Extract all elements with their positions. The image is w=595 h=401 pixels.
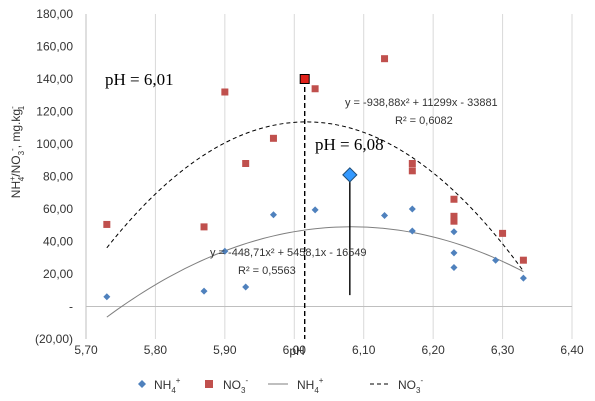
point-series-0-13 [519, 274, 527, 282]
annotation-label-ph608: pH = 6,08 [315, 135, 384, 154]
point-series-0-8 [408, 227, 416, 235]
point-series-0-5 [311, 206, 319, 214]
legend-label-nh4-trend: NH4+ [297, 376, 324, 395]
point-series-0-11 [450, 264, 458, 271]
grid-lines [85, 14, 573, 339]
y-tick-label-1: - [69, 300, 73, 314]
x-axis-label: pH [289, 344, 304, 358]
legend: NH4+ NO3- NH4+ NO3- [138, 376, 423, 395]
x-tick-label-1: 5,80 [144, 343, 168, 357]
point-series-1-8 [408, 167, 416, 175]
point-series-1-3 [242, 160, 250, 167]
point-series-1-0 [103, 220, 111, 228]
point-series-0-9 [450, 228, 458, 236]
x-tick-label-5: 6,20 [421, 343, 445, 357]
point-series-0-6 [381, 212, 389, 219]
point-series-1-9 [450, 195, 458, 203]
trendline-series-2 [106, 226, 524, 318]
x-tick-label-7: 6,40 [560, 343, 584, 357]
y-tick-label-5: 80,00 [43, 170, 73, 184]
legend-label-no3-points: NO3- [223, 376, 248, 395]
point-series-1-7 [408, 160, 416, 167]
point-series-1-10 [450, 212, 458, 220]
point-series-0-4 [269, 211, 277, 219]
y-tick-label-6: 100,00 [36, 137, 73, 151]
x-tick-label-0: 5,70 [74, 343, 98, 357]
nh4-trend-r2: R² = 0,5563 [238, 265, 296, 277]
point-series-0-1 [200, 287, 208, 295]
y-tick-label-2: 20,00 [43, 267, 73, 281]
legend-marker-nh4 [138, 380, 146, 388]
y-tick-label-9: 160,00 [36, 40, 73, 54]
point-series-1-4 [269, 134, 277, 142]
no3-trend-equation: y = -938,88x² + 11299x - 33881 [345, 97, 498, 109]
legend-item-nh4-points: NH4+ [138, 376, 181, 395]
annotation-marker-0 [299, 74, 310, 84]
point-series-1-5 [311, 85, 319, 93]
data-points [103, 55, 527, 301]
legend-item-nh4-trend: NH4+ [268, 376, 324, 395]
x-tick-label-6: 6,30 [491, 343, 515, 357]
x-tick-label-3: 6,00 [283, 343, 307, 357]
trendline-series-3 [106, 121, 524, 272]
point-series-0-12 [492, 256, 500, 264]
y-tick-label-3: 40,00 [43, 235, 73, 249]
point-series-1-13 [519, 256, 527, 264]
y-tick-label-8: 140,00 [36, 72, 73, 86]
legend-label-no3-trend: NO3- [398, 376, 423, 395]
y-tick-label-10: 180,00 [36, 7, 73, 21]
legend-marker-no3 [205, 380, 213, 388]
axes [85, 14, 572, 339]
annotation-label-ph601: pH = 6,01 [105, 70, 174, 89]
y-tick-label-7: 120,00 [36, 105, 73, 119]
point-series-1-1 [200, 223, 208, 231]
legend-item-no3-trend: NO3- [370, 376, 423, 395]
y-tick-label-4: 60,00 [43, 202, 73, 216]
point-series-0-7 [408, 205, 416, 213]
annotation-marker-1 [342, 167, 358, 183]
trendlines [106, 121, 524, 318]
legend-item-no3-points: NO3- [205, 376, 248, 395]
point-series-0-3 [242, 283, 250, 291]
legend-label-nh4-points: NH4+ [154, 376, 181, 395]
point-series-1-12 [499, 229, 507, 237]
y-axis-label: NH+4/NO3-, mg.kg-1 [8, 105, 26, 198]
point-series-1-11 [450, 217, 458, 225]
point-series-0-0 [103, 293, 111, 301]
no3-trend-r2: R² = 0,6082 [395, 115, 453, 127]
point-series-0-10 [450, 249, 458, 257]
point-series-0-2 [221, 247, 229, 255]
x-tick-label-2: 5,90 [213, 343, 237, 357]
point-series-1-2 [221, 88, 229, 96]
y-tick-label-0: (20,00) [35, 332, 73, 346]
x-tick-label-4: 6,10 [352, 343, 376, 357]
annotations [299, 74, 358, 339]
tick-labels: 5,70 5,80 5,90 6,00 6,10 6,20 6,30 6,40 (20,00) -… [35, 7, 584, 357]
point-series-1-6 [381, 55, 389, 63]
nh4-trend-equation: y = -448,71x² + 5458,1x - 16549 [210, 247, 367, 259]
